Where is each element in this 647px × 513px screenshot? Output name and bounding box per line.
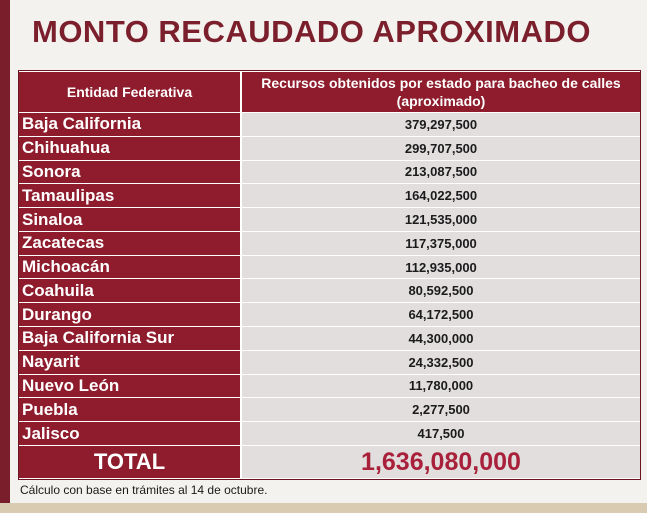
table-row: Nuevo León 11,780,000 [19,374,640,398]
left-accent-bar [0,0,10,513]
table-row: Nayarit 24,332,500 [19,350,640,374]
header-amount: Recursos obtenidos por estado para bache… [242,72,640,112]
header-state: Entidad Federativa [19,72,242,112]
table-row: Zacatecas 117,375,000 [19,231,640,255]
table-row: Durango 64,172,500 [19,303,640,327]
total-value: 1,636,080,000 [242,446,640,478]
state-name-cell: Jalisco [19,422,242,445]
total-label: TOTAL [19,446,242,478]
state-name-cell: Zacatecas [19,231,242,255]
table-row: Jalisco 417,500 [19,422,640,445]
footnote: Cálculo con base en trámites al 14 de oc… [20,483,268,497]
state-name-cell: Puebla [19,398,242,422]
table-row: Sonora 213,087,500 [19,160,640,184]
amount-cell: 213,087,500 [242,160,640,184]
state-name-cell: Chihuahua [19,136,242,160]
state-name-cell: Baja California Sur [19,327,242,350]
table-row: Sinaloa 121,535,000 [19,208,640,231]
table-row: Puebla 2,277,500 [19,398,640,422]
table-row: Coahuila 80,592,500 [19,279,640,303]
state-name-cell: Baja California [19,113,242,136]
table-header-row: Entidad Federativa Recursos obtenidos po… [19,72,640,112]
amount-cell: 299,707,500 [242,136,640,160]
bottom-decor-strip [0,503,647,513]
table-row: Chihuahua 299,707,500 [19,136,640,160]
amount-cell: 121,535,000 [242,208,640,231]
total-row: TOTAL 1,636,080,000 [19,446,640,478]
state-name-cell: Sinaloa [19,208,242,231]
page-title: MONTO RECAUDADO APROXIMADO [32,14,591,49]
amount-cell: 24,332,500 [242,350,640,374]
state-name-cell: Michoacán [19,255,242,279]
amount-cell: 11,780,000 [242,374,640,398]
revenue-table-container: Entidad Federativa Recursos obtenidos po… [18,70,641,480]
state-name-cell: Tamaulipas [19,184,242,208]
table-row: Baja California Sur 44,300,000 [19,327,640,350]
amount-cell: 2,277,500 [242,398,640,422]
state-name-cell: Durango [19,303,242,327]
table-row: Michoacán 112,935,000 [19,255,640,279]
table-row: Baja California 379,297,500 [19,113,640,136]
amount-cell: 112,935,000 [242,255,640,279]
amount-cell: 44,300,000 [242,327,640,350]
table-row: Tamaulipas 164,022,500 [19,184,640,208]
amount-cell: 80,592,500 [242,279,640,303]
amount-cell: 64,172,500 [242,303,640,327]
amount-cell: 164,022,500 [242,184,640,208]
state-name-cell: Coahuila [19,279,242,303]
state-name-cell: Nuevo León [19,374,242,398]
amount-cell: 379,297,500 [242,113,640,136]
state-name-cell: Nayarit [19,350,242,374]
revenue-table: Entidad Federativa Recursos obtenidos po… [19,71,640,479]
amount-cell: 417,500 [242,422,640,445]
amount-cell: 117,375,000 [242,231,640,255]
state-name-cell: Sonora [19,160,242,184]
